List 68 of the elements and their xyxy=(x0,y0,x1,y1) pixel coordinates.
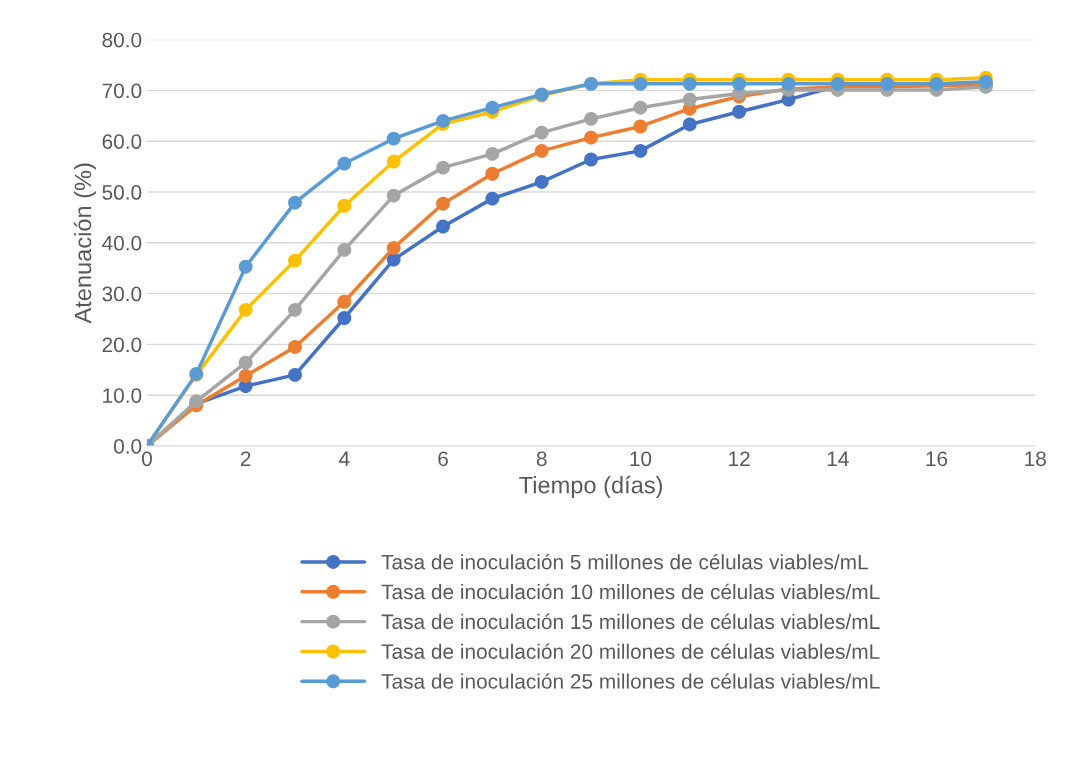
y-tick-label: 10.0 xyxy=(103,388,142,403)
point xyxy=(436,160,450,175)
y-tick-label: 60.0 xyxy=(102,134,142,149)
x-tick-label: 12 xyxy=(729,451,750,466)
point xyxy=(633,143,648,158)
legend-label: Tasa de inoculación 25 millones de células viables/mL xyxy=(381,673,880,689)
point xyxy=(238,302,253,317)
point xyxy=(436,196,450,211)
y-tick-label: 0.0 xyxy=(113,439,142,454)
point xyxy=(584,111,599,126)
x-tick-label: 2 xyxy=(240,451,251,466)
x-tick-label: 18 xyxy=(1025,451,1046,467)
point xyxy=(485,100,500,115)
point xyxy=(485,191,500,206)
point xyxy=(386,188,401,203)
point xyxy=(534,174,549,189)
y-tick-label: 30.0 xyxy=(102,286,142,302)
y-axis-title: Atenuación (%) xyxy=(73,163,96,324)
legend-label: Tasa de inoculación 15 millones de células viables/mL xyxy=(381,613,880,630)
point xyxy=(436,219,450,234)
point xyxy=(386,240,401,255)
legend-label: Tasa de inoculación 20 millones de células viables/mL xyxy=(381,643,880,659)
y-tick-label: 80.0 xyxy=(102,32,142,48)
point xyxy=(633,76,648,91)
point xyxy=(288,340,302,354)
y-tick-label: 70.0 xyxy=(102,83,142,99)
y-tick-label: 20.0 xyxy=(102,337,142,353)
point xyxy=(682,76,697,91)
point xyxy=(732,104,747,119)
point xyxy=(633,100,648,115)
point xyxy=(238,259,253,274)
point xyxy=(682,92,697,107)
x-tick-label: 8 xyxy=(536,451,547,467)
point xyxy=(288,253,302,268)
point xyxy=(337,156,352,171)
point xyxy=(534,143,549,158)
point xyxy=(288,302,302,317)
point xyxy=(386,131,401,146)
point xyxy=(781,76,796,91)
point xyxy=(584,130,599,145)
point xyxy=(534,125,549,140)
point xyxy=(288,195,302,210)
x-tick-label: 6 xyxy=(438,451,448,467)
point xyxy=(337,198,352,213)
point xyxy=(485,146,500,161)
x-tick-label: 16 xyxy=(926,451,948,467)
x-tick-label: 14 xyxy=(827,451,849,466)
x-tick-label: 4 xyxy=(339,451,350,466)
point xyxy=(436,113,450,128)
y-tick-label: 40.0 xyxy=(102,235,142,251)
point xyxy=(337,294,352,309)
legend-label: Tasa de inoculación 10 millones de células viables/mL xyxy=(381,583,880,600)
point xyxy=(238,368,253,383)
point xyxy=(337,311,352,325)
x-axis-title: Tiempo (días) xyxy=(519,475,662,499)
point xyxy=(485,166,500,181)
point xyxy=(288,367,302,382)
point xyxy=(584,152,599,167)
point xyxy=(732,76,747,91)
point xyxy=(238,355,253,370)
x-tick-label: 10 xyxy=(630,451,652,467)
point xyxy=(386,154,401,169)
legend-label: Tasa de inoculación 5 millones de células viables/mL xyxy=(381,553,868,570)
point xyxy=(337,242,352,257)
point xyxy=(682,117,697,132)
y-tick-label: 50.0 xyxy=(102,185,142,200)
point xyxy=(633,119,648,134)
x-tick-label: 0 xyxy=(141,451,152,467)
